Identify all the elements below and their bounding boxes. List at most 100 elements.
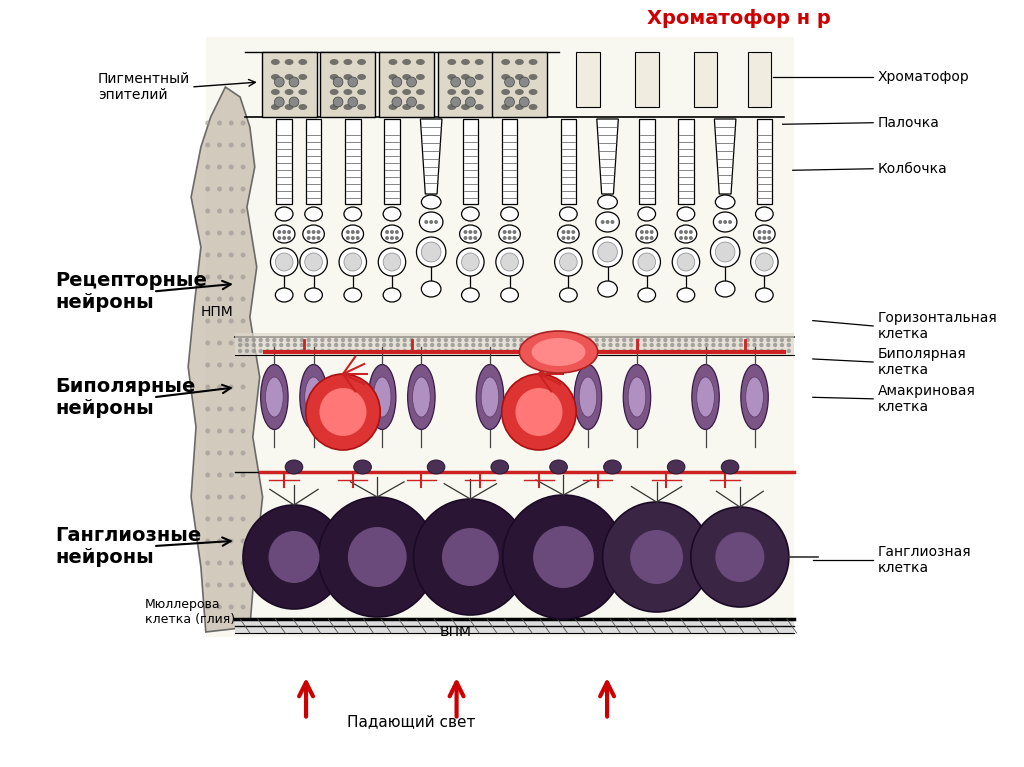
Ellipse shape: [305, 377, 323, 417]
Ellipse shape: [460, 225, 481, 243]
Circle shape: [595, 343, 599, 347]
Circle shape: [451, 343, 455, 347]
Bar: [560, 119, 577, 204]
Circle shape: [228, 429, 233, 433]
Circle shape: [780, 343, 784, 347]
Ellipse shape: [481, 377, 499, 417]
Ellipse shape: [421, 195, 441, 209]
Circle shape: [265, 349, 269, 353]
Circle shape: [217, 252, 222, 258]
Circle shape: [241, 143, 246, 147]
Circle shape: [238, 343, 243, 347]
Circle shape: [205, 516, 210, 522]
Circle shape: [228, 252, 233, 258]
Circle shape: [274, 97, 285, 107]
Circle shape: [245, 343, 249, 347]
Circle shape: [265, 343, 269, 347]
Circle shape: [361, 349, 366, 353]
Circle shape: [690, 349, 695, 353]
Circle shape: [555, 248, 582, 276]
Circle shape: [217, 275, 222, 279]
Circle shape: [697, 349, 701, 353]
Bar: [321, 52, 376, 117]
Ellipse shape: [501, 207, 518, 221]
Circle shape: [344, 253, 361, 271]
Ellipse shape: [383, 207, 400, 221]
Text: Рецепторные
нейроны: Рецепторные нейроны: [55, 271, 207, 312]
Circle shape: [238, 349, 243, 353]
Circle shape: [217, 164, 222, 170]
Circle shape: [421, 242, 441, 262]
Circle shape: [677, 343, 681, 347]
Ellipse shape: [271, 74, 280, 80]
Ellipse shape: [285, 74, 294, 80]
Circle shape: [670, 343, 675, 347]
Circle shape: [375, 349, 380, 353]
Ellipse shape: [275, 207, 293, 221]
Circle shape: [553, 349, 558, 353]
Circle shape: [561, 236, 565, 240]
Circle shape: [638, 253, 655, 271]
Text: Биполярная
клетка: Биполярная клетка: [878, 347, 967, 377]
Circle shape: [369, 343, 373, 347]
Circle shape: [786, 349, 791, 353]
Ellipse shape: [598, 195, 617, 209]
Ellipse shape: [344, 288, 361, 302]
Circle shape: [395, 349, 400, 353]
Circle shape: [512, 337, 517, 342]
Circle shape: [437, 349, 441, 353]
Circle shape: [451, 97, 461, 107]
Circle shape: [559, 253, 578, 271]
Circle shape: [243, 505, 345, 609]
Circle shape: [718, 337, 722, 342]
Ellipse shape: [330, 59, 339, 65]
Ellipse shape: [475, 104, 483, 110]
Circle shape: [677, 253, 694, 271]
Circle shape: [333, 77, 343, 87]
Circle shape: [622, 337, 627, 342]
Ellipse shape: [261, 364, 288, 430]
Ellipse shape: [420, 212, 443, 232]
Ellipse shape: [636, 225, 657, 243]
Circle shape: [385, 230, 389, 234]
Circle shape: [492, 349, 496, 353]
Circle shape: [334, 337, 338, 342]
Circle shape: [274, 77, 285, 87]
Circle shape: [205, 495, 210, 499]
Ellipse shape: [462, 288, 479, 302]
Circle shape: [241, 538, 246, 544]
Circle shape: [571, 236, 575, 240]
Circle shape: [503, 230, 507, 234]
Circle shape: [341, 349, 345, 353]
Circle shape: [217, 516, 222, 522]
Circle shape: [306, 343, 311, 347]
Ellipse shape: [408, 364, 435, 430]
Ellipse shape: [515, 89, 523, 95]
Circle shape: [348, 527, 407, 587]
Ellipse shape: [416, 74, 425, 80]
Circle shape: [389, 349, 393, 353]
Bar: [577, 52, 600, 107]
Circle shape: [786, 343, 791, 347]
Circle shape: [786, 337, 791, 342]
Circle shape: [615, 343, 620, 347]
Bar: [463, 119, 478, 204]
Circle shape: [512, 343, 517, 347]
Circle shape: [389, 337, 393, 342]
Ellipse shape: [462, 207, 479, 221]
Ellipse shape: [515, 74, 523, 80]
Circle shape: [766, 349, 770, 353]
Ellipse shape: [285, 59, 294, 65]
Circle shape: [410, 337, 414, 342]
Circle shape: [622, 349, 627, 353]
Circle shape: [327, 343, 332, 347]
Circle shape: [588, 337, 592, 342]
Circle shape: [217, 231, 222, 235]
Circle shape: [205, 209, 210, 213]
Circle shape: [217, 450, 222, 456]
Ellipse shape: [598, 281, 617, 297]
Ellipse shape: [353, 460, 372, 474]
Circle shape: [732, 337, 736, 342]
Ellipse shape: [402, 104, 411, 110]
Circle shape: [766, 337, 770, 342]
